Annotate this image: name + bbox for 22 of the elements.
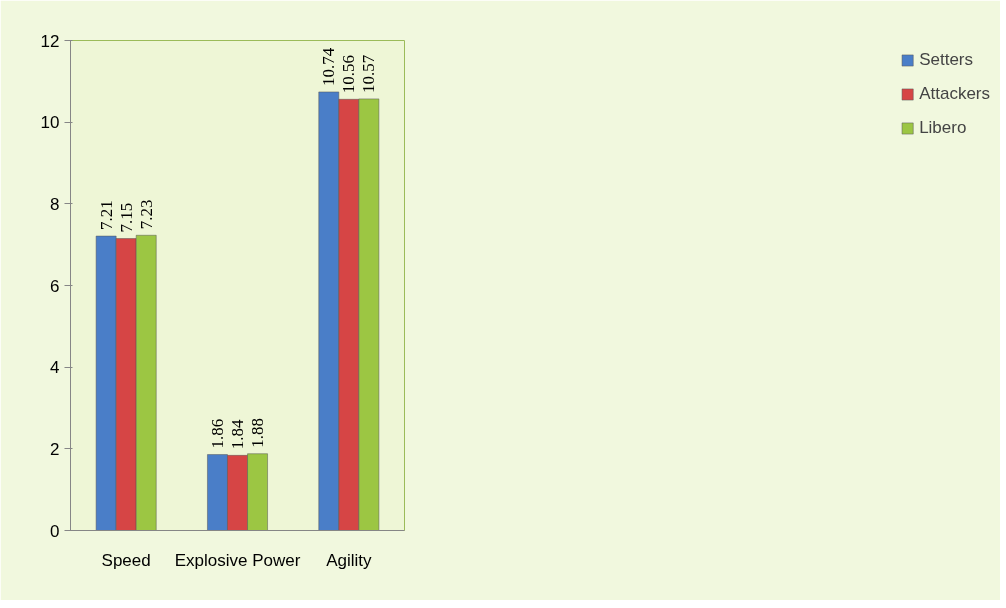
y-tick-label: 2 bbox=[50, 439, 60, 459]
y-tick-label: 12 bbox=[40, 31, 60, 51]
y-tick-label: 8 bbox=[50, 194, 60, 214]
data-label: 1.88 bbox=[248, 417, 268, 448]
legend-label: Attackers bbox=[919, 84, 990, 104]
data-label: 10.57 bbox=[359, 54, 379, 93]
x-tick-label: Explosive Power bbox=[174, 550, 301, 570]
legend-label: Setters bbox=[919, 50, 973, 70]
data-label: 7.23 bbox=[136, 199, 156, 230]
data-label: 10.74 bbox=[319, 47, 339, 86]
data-label: 1.84 bbox=[228, 419, 247, 450]
legend-label: Libero bbox=[919, 118, 967, 138]
data-label: 7.15 bbox=[116, 202, 136, 233]
data-label: 1.86 bbox=[207, 418, 227, 449]
y-tick-label: 4 bbox=[50, 358, 60, 378]
x-tick-label: Agility bbox=[326, 550, 373, 570]
x-tick-label: Speed bbox=[101, 550, 151, 570]
y-tick-label: 6 bbox=[50, 276, 60, 296]
data-label: 10.56 bbox=[339, 55, 359, 94]
y-tick-label: 10 bbox=[40, 113, 60, 133]
data-label: 7.21 bbox=[96, 200, 116, 231]
y-tick-label: 0 bbox=[50, 521, 60, 541]
